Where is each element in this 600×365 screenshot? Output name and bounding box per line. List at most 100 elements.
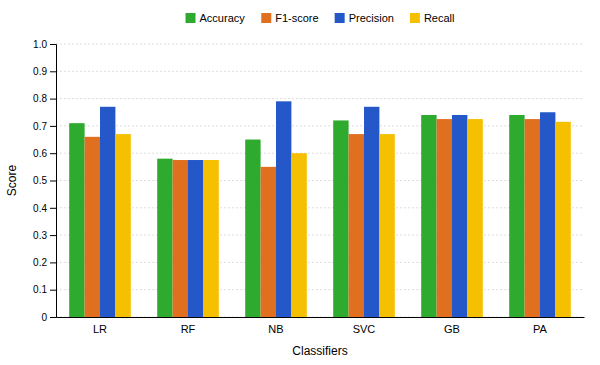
tick-label: 1.0 <box>33 39 47 50</box>
tick-label: 0.4 <box>33 203 47 214</box>
bar <box>525 119 540 317</box>
legend-swatch <box>261 13 271 23</box>
legend-swatch <box>410 13 420 23</box>
legend-label: Accuracy <box>200 12 246 24</box>
grid-line <box>56 235 584 236</box>
grid-line <box>56 71 584 72</box>
grid-line <box>56 153 584 154</box>
bar <box>349 134 364 317</box>
bar <box>509 115 524 317</box>
tick-label: 0.6 <box>33 148 47 159</box>
tick-label: 0.5 <box>33 175 47 186</box>
tick-label: 0.7 <box>33 121 47 132</box>
bar <box>69 123 84 317</box>
tick: 1.0 <box>33 39 56 50</box>
axis-line <box>50 45 57 318</box>
chart: LR RF NB SVC GB PA 0 0.1 0.2 0.3 0.4 0.5 0.6 0.7 0.8 0.… <box>0 0 600 365</box>
legend-label: Recall <box>424 12 455 24</box>
tick: 0.7 <box>33 121 56 132</box>
tick-mark <box>50 290 56 291</box>
bar <box>555 122 570 317</box>
bar <box>157 159 172 317</box>
tick-label: 0.1 <box>33 284 47 295</box>
tick-label: SVC <box>353 323 376 335</box>
legend-item: F1-score <box>261 12 318 24</box>
tick: NB <box>268 323 283 335</box>
bar <box>203 160 218 317</box>
tick-mark <box>50 208 56 209</box>
grid <box>56 44 584 317</box>
grid-line <box>56 180 584 181</box>
tick-label: RF <box>181 323 196 335</box>
tick: 0.1 <box>33 284 56 295</box>
tick: 0.8 <box>33 93 56 104</box>
tick-label: 0.2 <box>33 257 47 268</box>
tick-mark <box>50 44 56 45</box>
bar <box>437 119 452 317</box>
tick: 0.2 <box>33 257 56 268</box>
plot: LR RF NB SVC GB PA 0 0.1 0.2 0.3 0.4 0.5 0.6 0.7 0.8 0.… <box>33 39 584 335</box>
bar <box>379 134 394 317</box>
tick-mark <box>50 181 56 182</box>
tick: SVC <box>353 323 376 335</box>
bar <box>333 120 348 317</box>
bar <box>467 119 482 317</box>
bar <box>291 153 306 317</box>
legend-item: Accuracy <box>186 12 246 24</box>
bar <box>188 160 203 317</box>
tick-mark <box>50 235 56 236</box>
grid-line <box>56 262 584 263</box>
grid-line <box>56 44 584 45</box>
tick-label: 0.9 <box>33 66 47 77</box>
tick: GB <box>444 323 460 335</box>
grid-line <box>56 289 584 290</box>
x-axis-title: Classifiers <box>292 344 347 358</box>
tick: LR <box>93 323 107 335</box>
bar <box>540 112 555 317</box>
y-axis: 0 0.1 0.2 0.3 0.4 0.5 0.6 0.7 0.8 0.9 1.0 <box>33 39 56 323</box>
legend-label: F1-score <box>275 12 318 24</box>
bar <box>245 140 260 317</box>
tick-mark <box>50 126 56 127</box>
bar <box>276 101 291 317</box>
tick: PA <box>533 323 548 335</box>
bar <box>100 107 115 317</box>
tick-mark <box>50 153 56 154</box>
bar <box>173 160 188 317</box>
legend-label: Precision <box>349 12 394 24</box>
tick: 0.9 <box>33 66 56 77</box>
grid-line <box>56 317 584 318</box>
tick: 0 <box>41 312 56 323</box>
tick-mark <box>50 262 56 263</box>
tick-label: GB <box>444 323 460 335</box>
tick-mark <box>50 99 56 100</box>
bar-series <box>85 119 540 317</box>
bar-series <box>100 101 555 317</box>
bar <box>452 115 467 317</box>
grid-line <box>56 98 584 99</box>
tick-label: PA <box>533 323 548 335</box>
legend-swatch <box>186 13 196 23</box>
bar-series <box>69 115 524 317</box>
bar <box>115 134 130 317</box>
tick-label: 0.3 <box>33 230 47 241</box>
tick: RF <box>181 323 196 335</box>
tick: 0.6 <box>33 148 56 159</box>
bars <box>69 101 571 317</box>
tick-label: 0.8 <box>33 93 47 104</box>
tick: 0.3 <box>33 230 56 241</box>
tick-label: LR <box>93 323 107 335</box>
grid-line <box>56 125 584 126</box>
axis-line <box>57 317 585 318</box>
tick-label: 0 <box>41 312 47 323</box>
tick: 0.4 <box>33 203 56 214</box>
tick-mark <box>50 317 56 318</box>
bar <box>421 115 436 317</box>
grid-line <box>56 207 584 208</box>
bar <box>364 107 379 317</box>
y-axis-title: Score <box>5 165 19 197</box>
bar <box>85 137 100 317</box>
tick: 0.5 <box>33 175 56 186</box>
bar-series <box>115 119 570 317</box>
legend-swatch <box>335 13 345 23</box>
